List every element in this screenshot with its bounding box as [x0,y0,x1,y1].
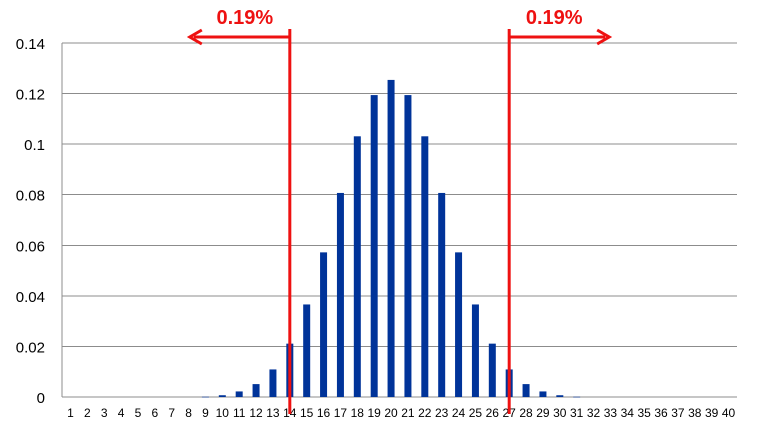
x-tick-label: 37 [671,406,685,420]
y-tick-label: 0.12 [16,87,45,104]
bar [522,384,530,397]
x-tick-label: 23 [435,406,449,420]
x-tick-label: 38 [688,406,702,420]
x-tick-label: 39 [705,406,719,420]
bar [252,384,260,397]
x-tick-label: 28 [519,406,533,420]
x-tick-label: 7 [168,406,175,420]
bar [539,391,547,397]
x-tick-label: 25 [469,406,483,420]
bar [387,79,395,397]
y-tick-label: 0.02 [16,339,45,356]
x-tick-label: 35 [638,406,652,420]
x-tick-label: 19 [368,406,382,420]
x-tick-label: 4 [118,406,125,420]
x-tick-label: 22 [418,406,432,420]
x-tick-label: 1 [67,406,74,420]
bar [421,136,429,397]
bar [573,396,581,398]
bar [353,136,361,397]
arrowhead [596,28,613,46]
x-tick-label: 6 [151,406,158,420]
annotations: 0.19% 0.19% [186,7,613,414]
bar [336,192,344,397]
x-tick-label: 36 [654,406,668,420]
bar [556,395,564,397]
bar [438,192,446,397]
arrowhead [186,28,203,46]
bar [269,369,277,397]
bars [201,79,581,398]
x-tick-label: 12 [249,406,263,420]
x-tick-label: 5 [135,406,142,420]
x-tick-label: 16 [317,406,331,420]
x-tick-label: 18 [351,406,365,420]
bar [320,252,328,397]
x-tick-label: 15 [300,406,314,420]
x-tick-label: 29 [536,406,550,420]
bar [370,95,378,398]
y-tick-label: 0 [37,390,45,407]
x-tick-label: 9 [202,406,209,420]
bar [218,395,226,397]
y-tick-label: 0.06 [16,238,45,255]
x-tick-label: 33 [604,406,618,420]
x-tick-label: 32 [587,406,601,420]
x-tick-label: 10 [216,406,230,420]
x-axis-ticks: 1234567891011121314151617181920212223242… [67,406,735,420]
x-tick-label: 11 [233,406,246,420]
bar [201,396,209,398]
x-tick-label: 17 [334,406,348,420]
x-tick-label: 20 [384,406,398,420]
x-tick-label: 3 [101,406,108,420]
x-tick-label: 13 [266,406,280,420]
grid-lines [61,42,737,398]
x-tick-label: 2 [84,406,91,420]
x-tick-label: 40 [722,406,736,420]
x-tick-label: 30 [553,406,567,420]
x-tick-label: 8 [185,406,192,420]
bar [235,391,243,397]
y-axis-ticks: 0 0.02 0.04 0.06 0.08 0.1 0.12 0.14 [16,36,45,407]
bar [455,252,463,397]
x-tick-label: 26 [486,406,500,420]
tail-probability-label: 0.19% [526,7,583,29]
y-tick-label: 0.04 [16,289,45,306]
x-tick-label: 24 [452,406,466,420]
x-tick-label: 31 [570,406,584,420]
bar [488,343,496,397]
y-tick-label: 0.14 [16,36,45,53]
tail-probability-label: 0.19% [216,7,273,29]
bar [303,304,311,397]
bar [404,95,412,398]
x-tick-label: 21 [401,406,415,420]
bar [471,304,479,397]
y-tick-label: 0.1 [24,137,45,154]
x-tick-label: 34 [621,406,635,420]
y-tick-label: 0.08 [16,188,45,205]
